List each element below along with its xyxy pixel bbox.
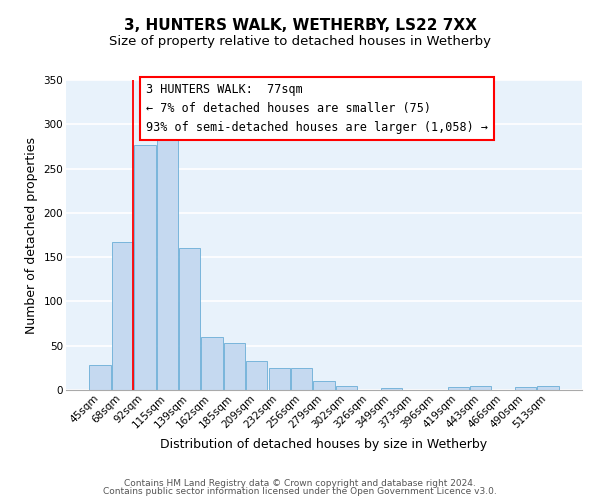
Bar xyxy=(380,388,402,390)
Bar xyxy=(291,368,312,390)
Bar xyxy=(134,144,155,390)
Bar xyxy=(157,132,178,390)
X-axis label: Distribution of detached houses by size in Wetherby: Distribution of detached houses by size … xyxy=(160,438,488,451)
Bar xyxy=(246,361,268,390)
Bar xyxy=(202,337,223,390)
Bar xyxy=(336,386,357,390)
Bar xyxy=(112,242,133,390)
Bar xyxy=(179,248,200,390)
Bar xyxy=(470,386,491,390)
Text: 3 HUNTERS WALK:  77sqm
← 7% of detached houses are smaller (75)
93% of semi-deta: 3 HUNTERS WALK: 77sqm ← 7% of detached h… xyxy=(146,83,488,134)
Bar xyxy=(269,368,290,390)
Text: 3, HUNTERS WALK, WETHERBY, LS22 7XX: 3, HUNTERS WALK, WETHERBY, LS22 7XX xyxy=(124,18,476,32)
Text: Contains HM Land Registry data © Crown copyright and database right 2024.: Contains HM Land Registry data © Crown c… xyxy=(124,478,476,488)
Bar xyxy=(448,388,469,390)
Bar xyxy=(224,343,245,390)
Bar xyxy=(313,381,335,390)
Y-axis label: Number of detached properties: Number of detached properties xyxy=(25,136,38,334)
Text: Size of property relative to detached houses in Wetherby: Size of property relative to detached ho… xyxy=(109,35,491,48)
Bar xyxy=(537,386,559,390)
Bar xyxy=(515,388,536,390)
Bar xyxy=(89,365,111,390)
Text: Contains public sector information licensed under the Open Government Licence v3: Contains public sector information licen… xyxy=(103,487,497,496)
